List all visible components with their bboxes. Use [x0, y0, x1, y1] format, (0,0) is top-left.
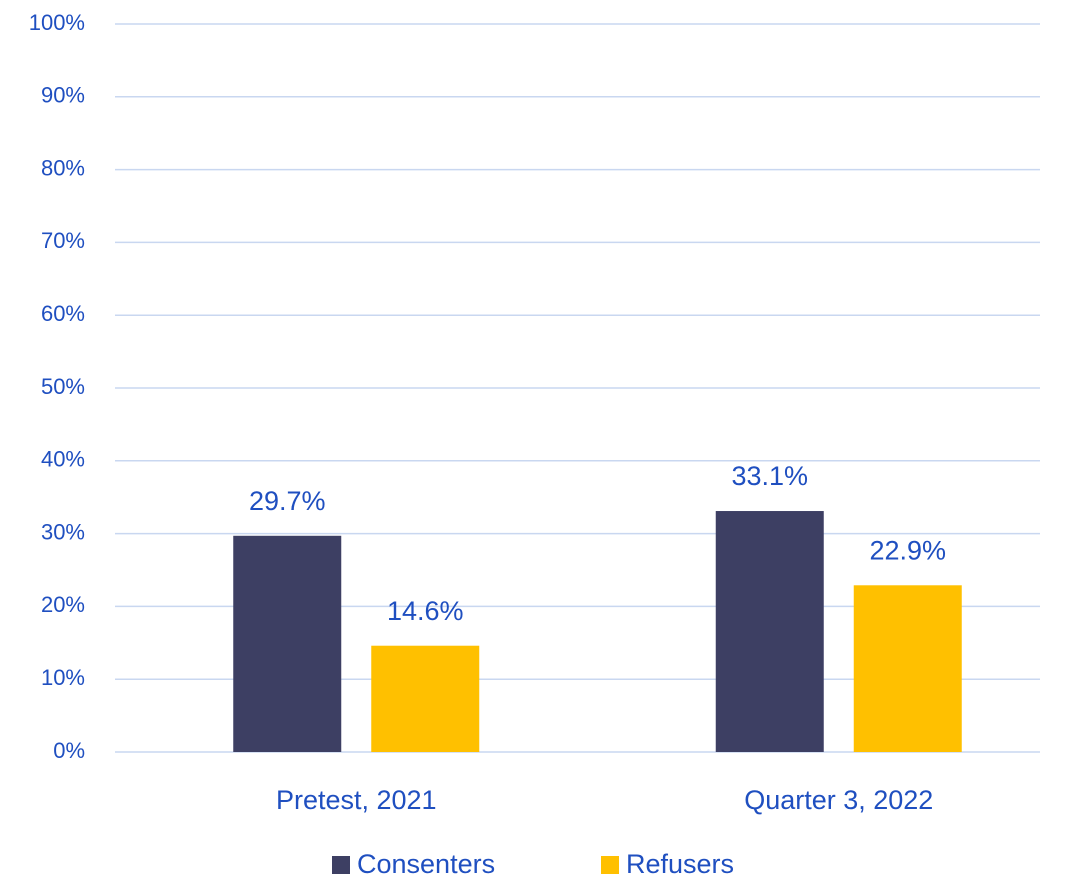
y-tick-label: 90% — [41, 83, 85, 108]
data-label: 33.1% — [731, 461, 808, 491]
y-tick-label: 50% — [41, 374, 85, 399]
bar — [233, 535, 342, 752]
bar — [715, 511, 824, 752]
y-tick-label: 70% — [41, 228, 85, 253]
y-tick-label: 40% — [41, 447, 85, 472]
x-tick-label: Pretest, 2021 — [276, 785, 437, 815]
legend-label: Refusers — [626, 849, 734, 879]
data-label: 22.9% — [869, 535, 946, 565]
legend-swatch — [601, 856, 619, 874]
y-tick-label: 0% — [53, 738, 85, 763]
x-tick-label: Quarter 3, 2022 — [744, 785, 933, 815]
y-tick-label: 10% — [41, 665, 85, 690]
data-label: 29.7% — [249, 486, 326, 516]
y-tick-label: 30% — [41, 519, 85, 544]
y-tick-label: 20% — [41, 592, 85, 617]
data-label: 14.6% — [387, 596, 464, 626]
legend-label: Consenters — [357, 849, 495, 879]
bar — [371, 645, 480, 752]
legend-swatch — [332, 856, 350, 874]
y-tick-label: 80% — [41, 155, 85, 180]
y-tick-label: 60% — [41, 301, 85, 326]
bar — [853, 585, 962, 752]
y-tick-label: 100% — [29, 10, 85, 35]
